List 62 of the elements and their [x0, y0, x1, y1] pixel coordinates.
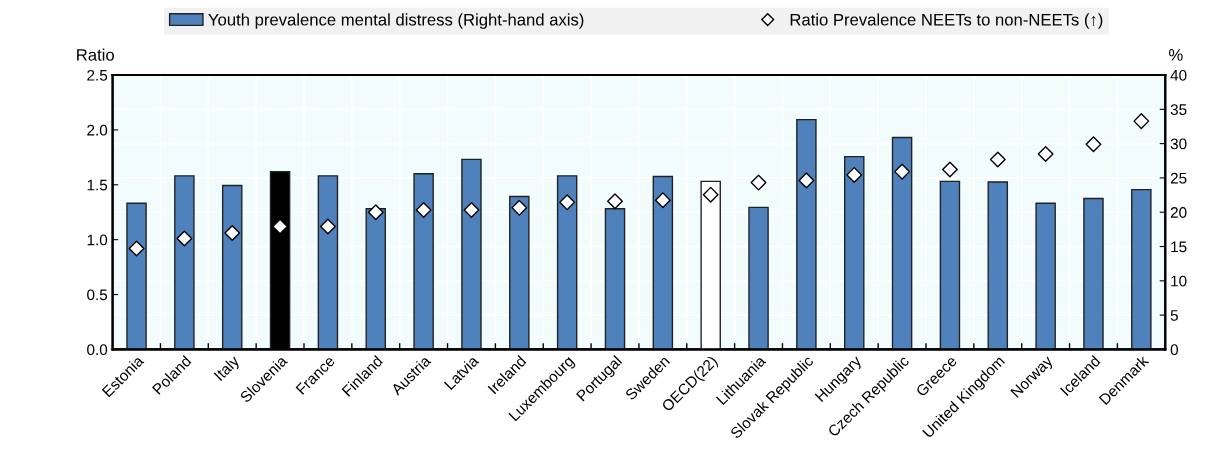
point	[989, 151, 1006, 168]
y2-tick-label: 15	[1171, 241, 1187, 253]
y-axis-title: Ratio	[77, 48, 114, 61]
point	[702, 186, 719, 203]
point	[367, 204, 384, 221]
bar	[126, 202, 147, 350]
y2-tick-label: 35	[1170, 104, 1187, 116]
point	[654, 192, 671, 209]
bar	[413, 173, 434, 350]
point	[1133, 113, 1150, 130]
point	[750, 174, 767, 191]
y2-tick-label: 25	[1170, 172, 1187, 184]
bar	[1035, 202, 1056, 350]
y2-axis-title: %	[1169, 49, 1183, 61]
y-tick-label: 1.0	[87, 234, 108, 246]
bar	[939, 180, 961, 350]
bar	[461, 158, 482, 350]
legend-label: Ratio Prevalence NEETs to non-NEETs (↑)	[790, 13, 1103, 29]
bar	[221, 184, 243, 350]
bar	[174, 175, 195, 350]
legend-label: Youth prevalence mental distress (Right-hand axis)	[208, 13, 584, 29]
y2-tick-label: 5	[1170, 310, 1178, 321]
point	[128, 240, 145, 257]
y2-tick-label: 30	[1170, 138, 1187, 150]
y-tick-label: 1.5	[87, 179, 108, 191]
point	[559, 194, 576, 211]
bar	[1131, 188, 1152, 350]
point	[224, 225, 241, 242]
point	[176, 230, 193, 247]
y-tick-label: 2.5	[87, 69, 108, 81]
point	[511, 199, 528, 216]
bar	[891, 136, 913, 350]
x-tick-label: Italy	[213, 354, 243, 384]
point	[798, 172, 815, 189]
bar	[365, 208, 387, 350]
y-tick-label: 0.0	[87, 344, 108, 356]
point	[607, 193, 623, 210]
point	[463, 202, 480, 219]
point	[319, 218, 336, 235]
y2-tick-label: 20	[1170, 207, 1187, 218]
y-tick-label: 0.5	[87, 289, 108, 301]
bar	[748, 206, 769, 350]
point	[846, 166, 863, 183]
bar	[556, 175, 578, 350]
point	[941, 161, 958, 178]
bar	[987, 181, 1009, 350]
point	[415, 202, 432, 219]
point	[1085, 136, 1102, 153]
y2-tick-label: 40	[1170, 69, 1187, 81]
bar	[509, 195, 530, 350]
bar	[604, 208, 626, 350]
y-tick-label: 2.0	[87, 124, 108, 136]
bar	[796, 118, 817, 350]
y2-tick-label: 0	[1170, 344, 1179, 356]
bar	[843, 155, 865, 350]
point	[272, 218, 289, 235]
point	[1037, 146, 1054, 163]
y2-tick-label: 10	[1171, 275, 1187, 287]
point	[894, 163, 911, 180]
bar	[317, 175, 339, 350]
bar	[652, 175, 674, 350]
bar	[1083, 197, 1104, 350]
